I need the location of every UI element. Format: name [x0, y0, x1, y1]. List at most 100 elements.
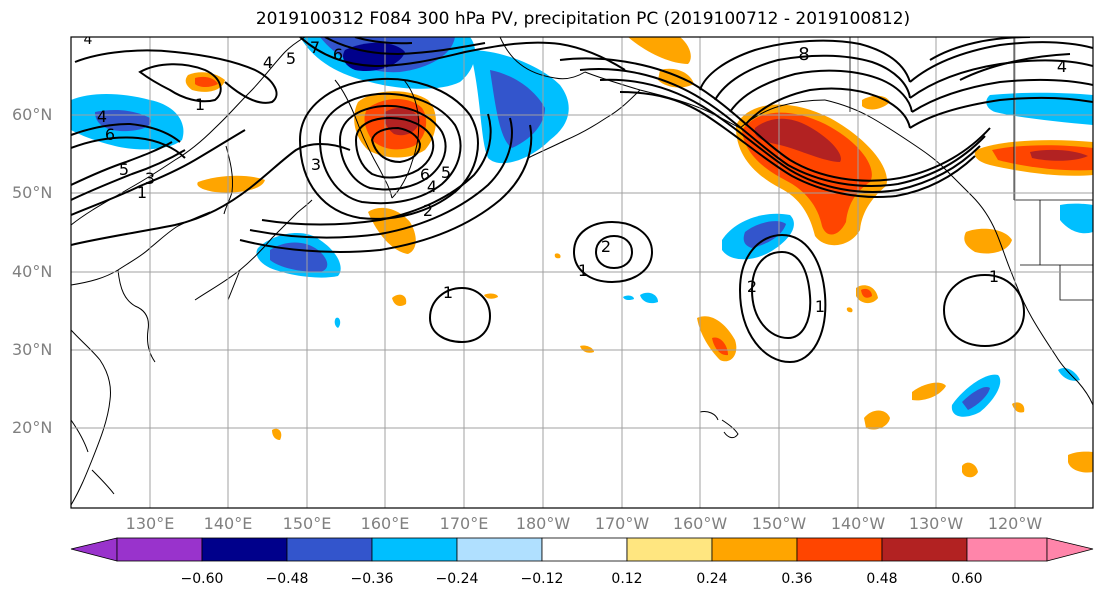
colorbar-cell [286, 537, 373, 562]
shade-pos-sub1 [912, 382, 946, 401]
colorbar-cell [70, 537, 118, 562]
shade-pos-small-2 [484, 293, 498, 299]
shade-neg-bc [986, 92, 1093, 125]
lon-label: 130°W [908, 514, 964, 533]
contour-mid-5 [750, 250, 812, 340]
contour-west-8 [71, 136, 186, 159]
shade-neg-gulf-core [743, 221, 786, 248]
contour-label: 4 [97, 107, 107, 126]
coast-asia-mainland [71, 37, 306, 226]
map-frame [70, 36, 1094, 509]
contour-labels: 4 7 6 4 5 1 4 6 5 3 1 3 6 4 5 2 2 1 1 2 … [84, 32, 1068, 316]
colorbar-tick-label: 0.36 [781, 571, 813, 587]
colorbar-tick-label: 0.60 [951, 571, 983, 587]
contour-label: 6 [420, 165, 430, 184]
colorbar-tick-label: −0.24 [435, 571, 479, 587]
colorbar-cell [711, 537, 798, 562]
shade-neg-small-2 [334, 317, 341, 328]
contour-label: 4 [263, 53, 273, 72]
lon-label: 170°W [594, 514, 650, 533]
contour-mid-2 [594, 234, 634, 270]
contour-label: 5 [286, 49, 296, 68]
lon-label: 160°W [672, 514, 728, 533]
contour-low-2 [318, 92, 462, 205]
colorbar-cell [966, 537, 1048, 562]
contour-label: 5 [119, 160, 129, 179]
shade-pos-small-1 [392, 294, 407, 306]
shade-neg-baja [1058, 368, 1080, 381]
contour-label: 1 [815, 297, 825, 316]
coast-hawaii [699, 411, 739, 439]
shade-pos-aleutian [628, 37, 691, 64]
shade-pos-sub3 [962, 462, 978, 478]
lat-label: 30°N [12, 340, 53, 359]
contour-label: 3 [311, 155, 321, 174]
contour-label: 1 [578, 261, 588, 280]
lon-label: 180°W [515, 514, 571, 533]
colorbar-cell [881, 537, 968, 562]
contour-ridge-1 [559, 57, 991, 182]
contour-north-3 [354, 37, 413, 45]
colorbar-tick-label: −0.12 [520, 571, 564, 587]
colorbar-tick-label: 0.12 [611, 571, 643, 587]
lon-label: 120°W [987, 514, 1043, 533]
colorbar-cell [371, 537, 458, 562]
map-title: 2019100312 F084 300 hPa PV, precipitatio… [255, 9, 911, 29]
contour-label: 1 [989, 267, 999, 286]
contour-mid-4 [738, 233, 827, 364]
colorbar-tick-label: −0.36 [350, 571, 394, 587]
shade-neg-small-3 [623, 295, 634, 301]
contour-north-2 [324, 37, 486, 56]
shade-pos-sakhalin-core [195, 76, 218, 87]
coast-aleutians [527, 89, 641, 159]
contour-mid-3 [428, 286, 492, 344]
coast-us-west [971, 195, 1093, 406]
colorbar-cell [541, 537, 628, 562]
contour-east-4 [909, 96, 1093, 129]
shade-pos-mid1-core [861, 288, 872, 298]
colorbar-cell [456, 537, 543, 562]
lat-label: 40°N [12, 262, 53, 281]
lat-label: 60°N [12, 105, 53, 124]
coast-china-south [71, 329, 111, 506]
contour-mid-1 [572, 220, 654, 284]
contour-label: 6 [333, 45, 343, 64]
contour-label: 2 [601, 237, 611, 256]
contour-label: 1 [195, 95, 205, 114]
political-borders [849, 37, 1093, 301]
border-us-states [1020, 200, 1093, 301]
colorbar-cell [116, 537, 203, 562]
contour-south-2 [249, 117, 513, 239]
contour-west-5 [74, 49, 278, 104]
shade-pos-oregon [964, 228, 1012, 254]
shade-neg-pnw [1060, 203, 1093, 234]
contour-label: 6 [105, 125, 115, 144]
shade-pos-sub4 [1068, 451, 1093, 473]
contour-west-2 [71, 129, 246, 216]
pv-contours [71, 37, 1093, 364]
contour-ridge-2 [579, 68, 986, 187]
lat-label: 50°N [12, 183, 53, 202]
contour-low-5 [370, 126, 422, 164]
coast-alaska-west [499, 37, 586, 80]
colorbar-tick-label: 0.24 [696, 571, 728, 587]
contour-east-1 [909, 41, 1093, 83]
contour-south-1 [239, 124, 533, 253]
contour-ridge-8 [744, 87, 911, 129]
shade-pos-small-3 [580, 345, 594, 353]
coast-sakhalin [223, 145, 233, 215]
contour-label: 4 [84, 32, 93, 48]
contour-label: 8 [798, 44, 809, 65]
lon-label: 170°E [439, 514, 489, 533]
shade-pos-sub2 [864, 410, 890, 430]
contour-label: 2 [423, 201, 433, 220]
contour-label: 1 [443, 283, 453, 302]
contour-east-6 [959, 53, 1071, 81]
contour-label: 7 [310, 38, 320, 57]
colorbar-cell [201, 537, 288, 562]
contour-west-3 [71, 149, 186, 201]
contour-west-7 [71, 122, 181, 143]
shade-neg-subtrop-core [962, 386, 990, 410]
colorbar [70, 537, 1094, 562]
contour-label: 1 [137, 183, 147, 202]
